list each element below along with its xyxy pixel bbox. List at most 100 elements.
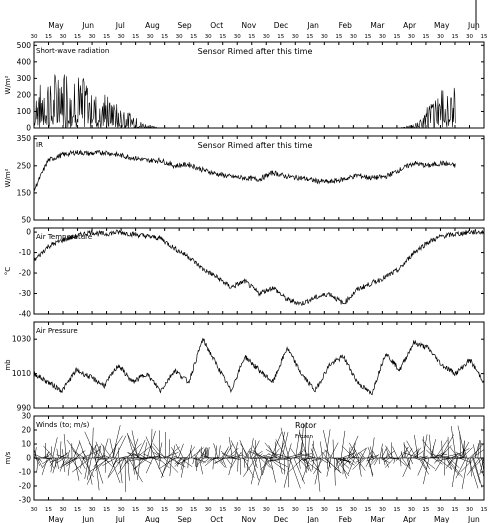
month-tick-label: Apr <box>403 21 417 30</box>
wind-stick <box>421 457 429 461</box>
wind-stick <box>297 457 309 470</box>
wind-stick <box>441 440 443 459</box>
day-tick-label: 15 <box>248 507 255 513</box>
y-axis-label: W/m² <box>4 75 12 94</box>
wind-stick <box>229 455 242 459</box>
wind-stick <box>477 440 480 459</box>
wind-stick <box>206 447 209 459</box>
wind-stick <box>367 452 371 459</box>
series-line <box>33 338 484 396</box>
wind-stick <box>152 457 161 461</box>
wind-stick <box>304 457 312 472</box>
wind-stick <box>161 457 169 479</box>
wind-stick <box>264 442 278 459</box>
day-tick-label: 30 <box>147 34 154 40</box>
wind-stick <box>46 452 49 459</box>
day-tick-label: 30 <box>379 507 386 513</box>
wind-stick <box>260 457 273 470</box>
wind-stick <box>301 457 311 481</box>
wind-stick <box>381 457 386 461</box>
wind-stick <box>357 452 363 459</box>
wind-stick <box>290 448 298 459</box>
y-tick-label: 1030 <box>12 335 31 344</box>
month-tick-label: Dec <box>274 515 289 523</box>
wind-stick <box>326 457 332 477</box>
wind-stick <box>352 457 365 470</box>
month-tick-label: May <box>434 515 450 523</box>
wind-stick <box>335 457 346 470</box>
wind-stick <box>174 457 183 467</box>
wind-stick <box>130 438 139 459</box>
month-tick-label: Aug <box>145 515 160 523</box>
wind-stick <box>312 443 318 459</box>
wind-stick <box>168 439 170 459</box>
wind-stick <box>102 454 111 459</box>
wind-stick <box>36 457 39 472</box>
month-tick-label: May <box>434 21 450 30</box>
wind-stick <box>426 456 440 459</box>
wind-stick <box>257 457 268 486</box>
y-tick-label: 300 <box>17 74 32 83</box>
wind-stick <box>351 447 367 459</box>
wind-stick <box>374 454 380 459</box>
wind-stick <box>119 457 125 469</box>
day-tick-label: 15 <box>219 507 226 513</box>
day-tick-label: 15 <box>190 507 197 513</box>
wind-stick <box>56 448 59 459</box>
wind-stick <box>116 457 127 464</box>
series-line <box>33 74 456 129</box>
wind-stick <box>252 450 264 459</box>
wind-stick <box>314 457 322 485</box>
wind-stick <box>86 457 93 485</box>
wind-stick <box>342 457 352 467</box>
day-tick-label: 15 <box>74 34 81 40</box>
wind-stick <box>126 443 142 459</box>
wind-stick <box>124 457 133 465</box>
wind-stick <box>371 437 375 459</box>
wind-stick <box>334 457 339 473</box>
wind-stick <box>280 427 290 459</box>
day-tick-label: 15 <box>393 507 400 513</box>
day-tick-label: 30 <box>321 507 328 513</box>
month-tick-label: Nov <box>242 21 257 30</box>
wind-stick <box>72 450 85 459</box>
wind-stick <box>423 436 425 459</box>
wind-stick <box>113 457 122 464</box>
wind-stick <box>230 457 241 460</box>
wind-stick <box>328 457 331 469</box>
wind-stick <box>259 457 263 476</box>
wind-stick <box>173 455 180 459</box>
wind-stick <box>289 457 301 489</box>
wind-stick <box>189 445 192 459</box>
wind-stick <box>117 457 130 475</box>
wind-stick <box>408 457 411 470</box>
wind-stick <box>472 457 481 483</box>
day-tick-label: 30 <box>89 34 96 40</box>
wind-stick <box>52 457 58 474</box>
month-tick-label: Jul <box>115 515 125 523</box>
day-tick-label: 15 <box>364 34 371 40</box>
day-tick-label: 15 <box>277 507 284 513</box>
month-tick-label: Jan <box>306 515 319 523</box>
wind-stick <box>454 457 458 472</box>
wind-stick <box>226 457 231 465</box>
wind-stick <box>249 438 254 459</box>
wind-stick <box>56 457 65 464</box>
wind-stick <box>243 457 246 468</box>
day-tick-label: 30 <box>408 34 415 40</box>
day-tick-label: 30 <box>437 34 444 40</box>
wind-stick <box>79 457 86 469</box>
day-tick-label: 15 <box>74 507 81 513</box>
wind-stick <box>367 457 374 476</box>
wind-stick <box>33 448 37 459</box>
wind-stick <box>50 446 52 459</box>
wind-stick <box>315 457 322 462</box>
day-tick-label: 30 <box>292 507 299 513</box>
y-tick-label: 990 <box>17 404 32 413</box>
wind-stick <box>321 451 327 459</box>
wind-stick <box>429 453 448 459</box>
wind-stick <box>367 446 373 459</box>
wind-stick <box>81 450 88 459</box>
panel-label: Air Temperature <box>36 233 92 241</box>
wind-stick <box>361 457 366 463</box>
